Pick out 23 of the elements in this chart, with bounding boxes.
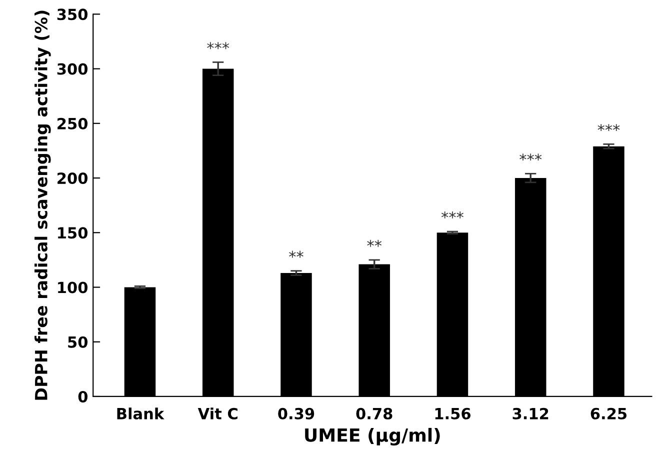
y-tick-label: 350 (57, 8, 88, 20)
x-tick-label: 0.78 (356, 408, 392, 420)
y-tick-label: 200 (58, 172, 88, 184)
annotation: *** (441, 211, 464, 218)
y-tick-label: 150 (58, 227, 88, 239)
x-tick-label: 6.25 (590, 408, 627, 420)
y-tick-label: 50 (68, 336, 88, 348)
y-tick-label: 100 (58, 282, 88, 294)
y-axis-title: DPPH free radical scavenging activity (%) (34, 10, 51, 400)
annotation: *** (520, 154, 542, 161)
annotation: ** (289, 250, 304, 258)
x-tick-label: 0.39 (278, 408, 314, 420)
y-tick-label: 250 (58, 118, 88, 130)
annotation: *** (598, 124, 620, 132)
y-tick-label: 300 (57, 63, 88, 75)
y-tick-label: 0 (78, 390, 88, 402)
annotation: *** (207, 42, 230, 50)
x-axis-title: UMEE (μg/ml) (305, 428, 440, 446)
annotation: ** (367, 240, 382, 247)
x-tick-label: Blank (117, 408, 164, 420)
x-tick-label: Vit C (198, 408, 238, 420)
x-tick-label: 1.56 (435, 408, 471, 420)
x-tick-label: 3.12 (512, 408, 548, 420)
